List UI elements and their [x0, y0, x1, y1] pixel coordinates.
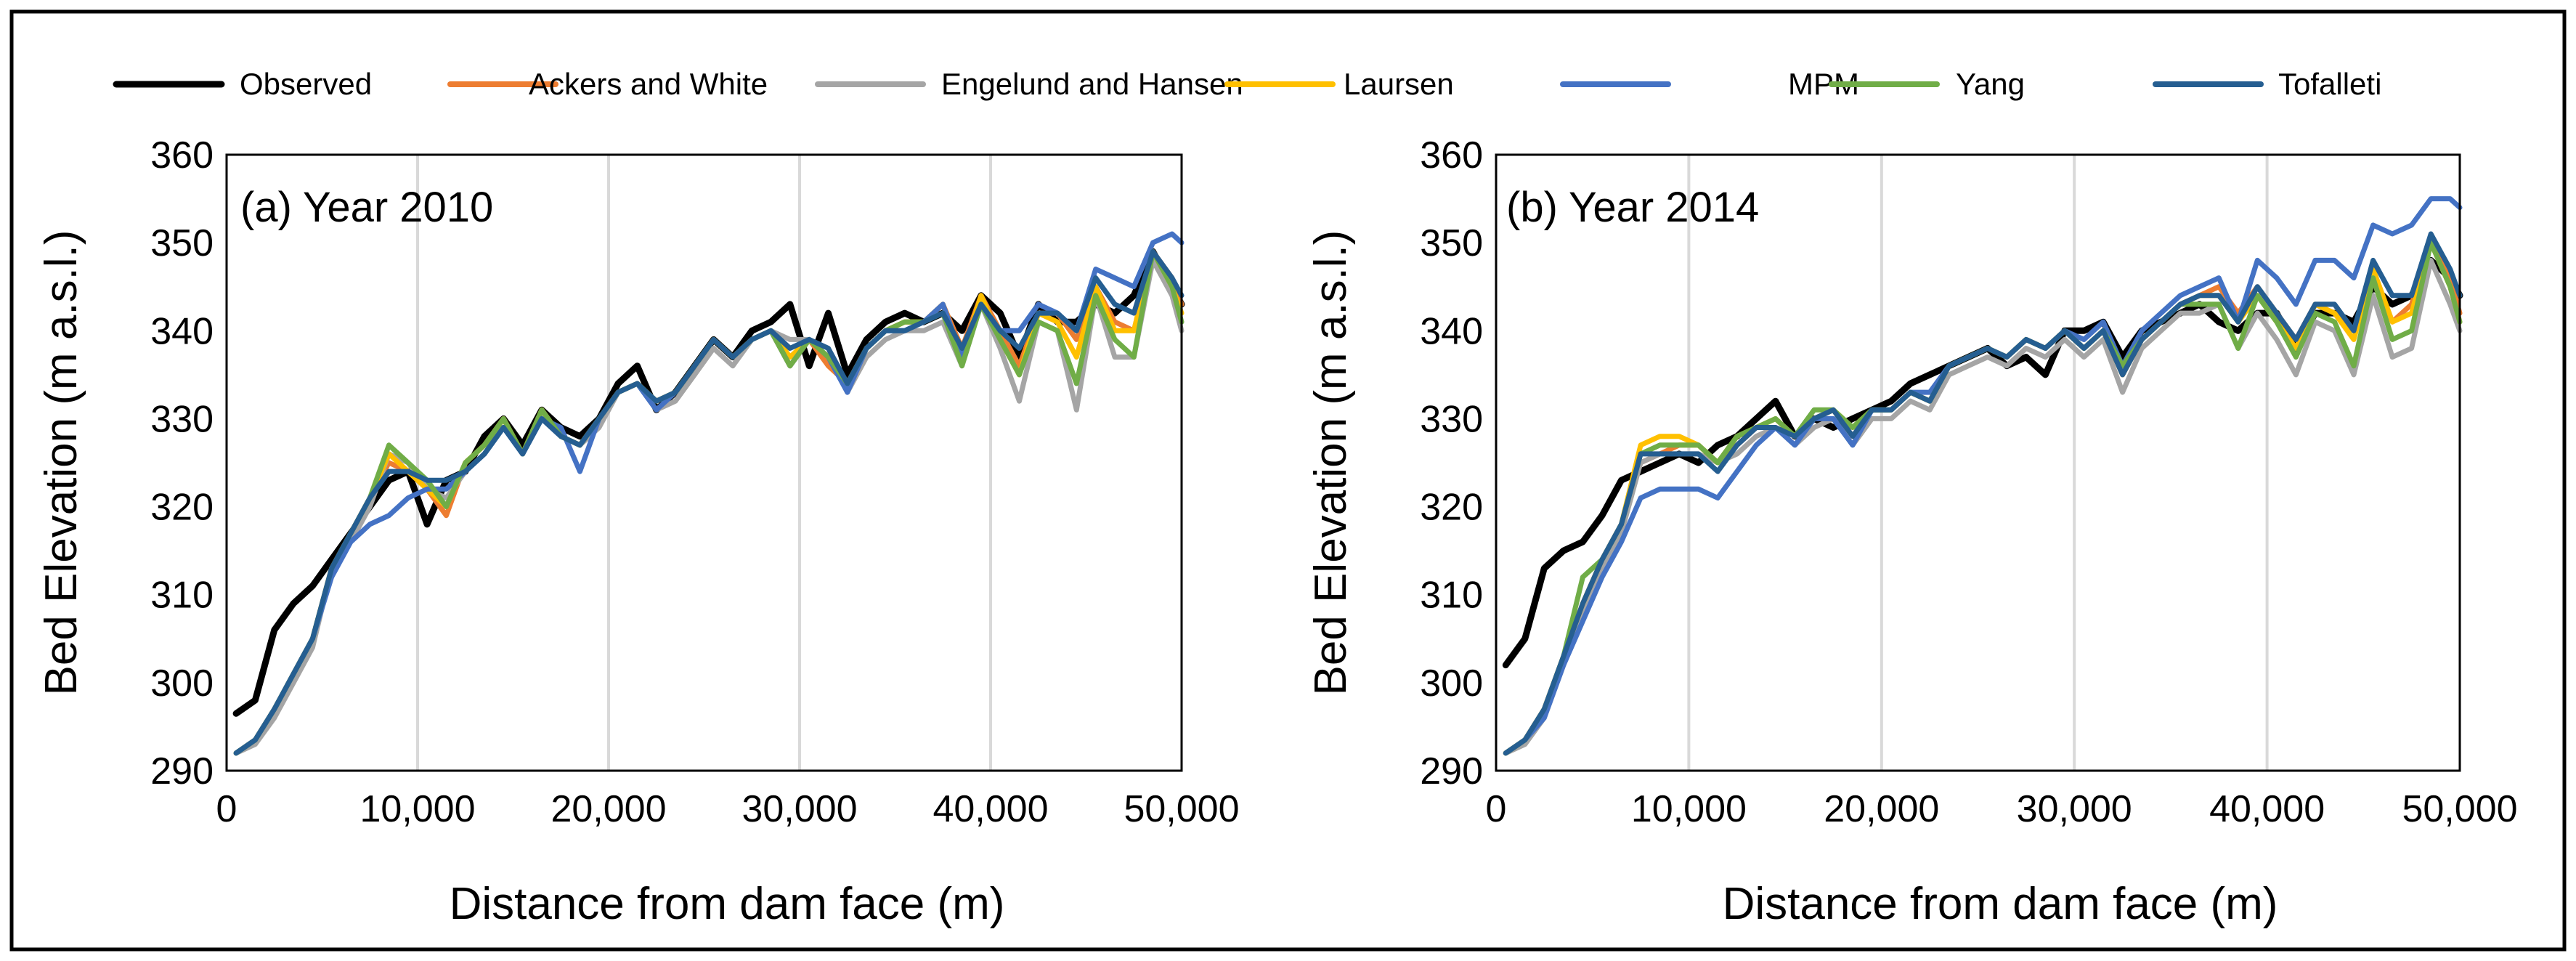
- y-tick-label: 350: [150, 222, 214, 264]
- legend-item-engelund-and-hansen: Engelund and Hansen: [815, 67, 1243, 101]
- legend-label-tofalleti: Tofalleti: [2278, 67, 2381, 101]
- plot-frame: [1495, 153, 2461, 772]
- series-line-tofalleti: [1503, 231, 2463, 756]
- x-tick-label: 0: [216, 788, 237, 830]
- y-tick-label: 310: [150, 575, 214, 617]
- y-tick-label: 340: [1420, 310, 1483, 352]
- x-tick-label: 40,000: [2209, 788, 2325, 830]
- y-tick-label: 350: [1420, 222, 1483, 264]
- y-tick-label: 330: [150, 398, 214, 440]
- y-axis-title: Bed Elevation (m a.s.l.): [1306, 230, 1356, 696]
- legend-item-observed: Observed: [113, 67, 372, 101]
- legend-item-ackers-and-white: Ackers and White: [447, 67, 768, 101]
- legend-label-ackers-and-white: Ackers and White: [529, 67, 768, 101]
- legend-item-yang: Yang: [1829, 67, 2025, 101]
- y-tick-label: 330: [1420, 398, 1483, 440]
- panel-title: (b) Year 2014: [1506, 184, 1759, 231]
- panel-b: 290 300 310 320 330 340 350 360 0 10,000 20,000 30,…: [1306, 134, 2518, 929]
- x-axis-title: Distance from dam face (m): [450, 879, 1005, 929]
- plot-frame: [225, 153, 1183, 772]
- x-tick-label: 30,000: [2017, 788, 2132, 830]
- x-tick-label: 20,000: [550, 788, 666, 830]
- x-tick-label: 50,000: [2402, 788, 2517, 830]
- legend: Observed Ackers and White Engelund and Han…: [113, 67, 2381, 101]
- legend-label-yang: Yang: [1956, 67, 2025, 101]
- x-tick-label: 30,000: [741, 788, 857, 830]
- y-tick-label: 360: [1420, 134, 1483, 177]
- x-tick-label: 50,000: [1124, 788, 1239, 830]
- y-tick-label: 290: [1420, 750, 1483, 792]
- panel-a: 290 300 310 320 330 340 350 360 0 10,000 20,000 30,…: [36, 134, 1240, 929]
- y-tick-label: 300: [1420, 662, 1483, 705]
- y-tick-label: 360: [150, 134, 214, 177]
- y-tick-label: 300: [150, 662, 214, 705]
- legend-label-observed: Observed: [240, 67, 372, 101]
- x-tick-label: 20,000: [1824, 788, 1939, 830]
- x-tick-label: 10,000: [1631, 788, 1747, 830]
- legend-item-tofalleti: Tofalleti: [2153, 67, 2381, 101]
- y-tick-label: 310: [1420, 575, 1483, 617]
- y-tick-label: 320: [1420, 487, 1483, 529]
- y-tick-label: 290: [150, 750, 214, 792]
- x-axis-title: Distance from dam face (m): [1723, 879, 2278, 929]
- x-tick-label: 40,000: [933, 788, 1048, 830]
- y-tick-label: 320: [150, 487, 214, 529]
- legend-item-laursen: Laursen: [1224, 67, 1454, 101]
- series-line-tofalleti: [233, 248, 1185, 756]
- y-axis-title: Bed Elevation (m a.s.l.): [36, 230, 86, 696]
- legend-label-laursen: Laursen: [1344, 67, 1454, 101]
- x-tick-label: 0: [1486, 788, 1507, 830]
- legend-label-engelund-and-hansen: Engelund and Hansen: [941, 67, 1243, 101]
- y-tick-label: 340: [150, 310, 214, 352]
- panel-title: (a) Year 2010: [240, 184, 493, 231]
- x-tick-label: 10,000: [359, 788, 475, 830]
